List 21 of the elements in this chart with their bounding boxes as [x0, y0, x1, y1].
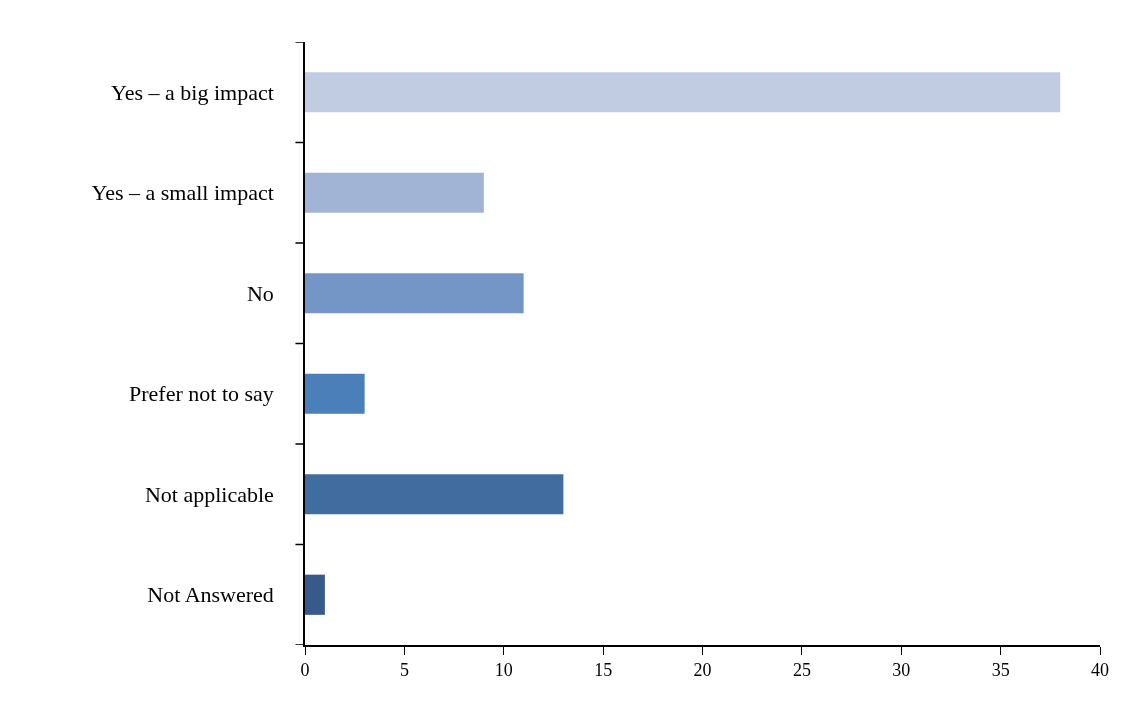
bar: [305, 574, 325, 615]
y-tick-label: Yes – a big impact: [111, 79, 274, 105]
bar: [305, 72, 1061, 113]
x-tick-label: 35: [991, 660, 1010, 681]
x-tick-label: 15: [594, 660, 613, 681]
bar: [305, 474, 564, 515]
bar: [305, 172, 484, 213]
bar: [305, 273, 524, 314]
x-tick-label: 40: [1091, 660, 1109, 681]
y-tick-label: Yes – a small impact: [91, 180, 274, 206]
x-tick-label: 30: [892, 660, 911, 681]
x-tick-label: 20: [693, 660, 712, 681]
y-tick-label: Prefer not to say: [129, 381, 274, 407]
y-tick-label: Not Answered: [147, 582, 274, 608]
y-tick-label: Not applicable: [144, 481, 274, 507]
x-tick-label: 5: [399, 660, 409, 681]
x-tick-label: 10: [494, 660, 513, 681]
y-tick-label: No: [246, 280, 274, 306]
x-tick-label: 25: [792, 660, 811, 681]
x-tick-label: 0: [300, 660, 310, 681]
bar: [305, 373, 365, 414]
